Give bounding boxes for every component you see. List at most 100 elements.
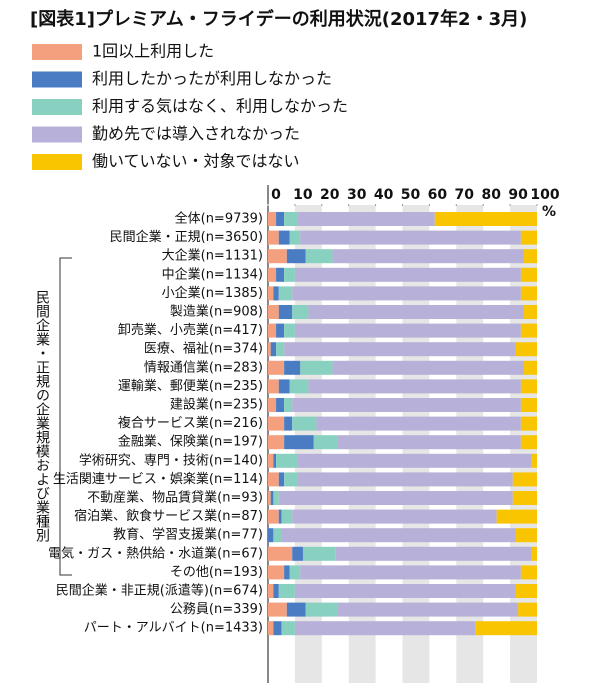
- bar-segment: [286, 602, 306, 617]
- bar-segment: [515, 342, 537, 357]
- bar-segment: [518, 602, 537, 617]
- bar-segment: [268, 267, 277, 282]
- bar-segment: [300, 360, 333, 375]
- bar-segment: [531, 546, 537, 561]
- bar-segment: [512, 491, 537, 505]
- bar-segment: [268, 565, 285, 580]
- bar-segment: [292, 416, 317, 431]
- x-tick-label: 90: [508, 187, 528, 203]
- category-label: 不動産業、物品賃貸業(n=93): [87, 490, 263, 506]
- bar-segment: [520, 435, 537, 450]
- legend-label: 利用したかったが利用しなかった: [92, 69, 332, 88]
- group-bracket: [59, 257, 72, 576]
- bar-segment: [496, 509, 537, 524]
- bar-segment: [302, 546, 336, 561]
- x-tick-label: 10: [293, 187, 313, 203]
- bar-segment: [268, 323, 277, 338]
- legend-swatch: [32, 44, 82, 60]
- bar-segment: [268, 435, 285, 450]
- bar-segment: [294, 621, 476, 636]
- category-label: 卸売業、小売業(n=417): [118, 322, 263, 338]
- bar-segment: [276, 267, 285, 282]
- legend-swatch: [32, 71, 82, 88]
- bar-segment: [292, 286, 521, 301]
- bar-segment: [515, 584, 537, 598]
- bar-segment: [268, 621, 274, 636]
- bar-segment: [268, 453, 274, 468]
- bar-segment: [268, 305, 279, 319]
- bar-segment: [276, 323, 285, 338]
- bar-segment: [523, 305, 537, 319]
- bar-segment: [512, 472, 537, 487]
- bar-segment: [300, 565, 521, 580]
- category-label: 中企業(n=1134): [162, 266, 263, 282]
- x-tick-label: 60: [428, 187, 448, 203]
- bar-segment: [292, 305, 309, 319]
- bar-segment: [268, 416, 285, 431]
- bar-segment: [531, 453, 537, 468]
- bar-segment: [268, 249, 287, 264]
- group-label: 民間企業・正規の企業規模および業種別: [34, 290, 50, 543]
- bar-segment: [294, 323, 521, 338]
- bar-segment: [273, 491, 279, 505]
- bar-segment: [289, 565, 301, 580]
- x-tick-label: 40: [374, 187, 394, 203]
- bar-segment: [278, 379, 290, 394]
- bar-segment: [475, 621, 537, 636]
- bar-segment: [276, 398, 285, 412]
- legend-swatch: [32, 126, 82, 143]
- category-label: 学術研究、専門・技術(n=140): [79, 452, 263, 468]
- bar-segment: [273, 528, 282, 543]
- bar-segment: [268, 472, 279, 487]
- bar-segment: [305, 249, 333, 264]
- x-tick-label: 0: [271, 187, 281, 203]
- category-label: 医療、福祉(n=374): [144, 342, 263, 357]
- bar-segment: [337, 602, 519, 617]
- category-label: 製造業(n=908): [170, 304, 263, 320]
- category-label: その他(n=193): [170, 565, 263, 580]
- legend-label: 勤め先では導入されなかった: [92, 124, 300, 143]
- bar-segment: [297, 472, 513, 487]
- bar-segment: [297, 212, 435, 226]
- bar-segment: [278, 472, 285, 487]
- category-label: 生活関連サービス・娯楽業(n=114): [53, 471, 263, 487]
- bar-segment: [268, 602, 287, 617]
- bar-segment: [286, 249, 306, 264]
- bar-segment: [284, 472, 298, 487]
- bar-segment: [268, 342, 271, 357]
- category-label: 金融業、保険業(n=197): [118, 434, 263, 450]
- bar-segment: [268, 398, 277, 412]
- bar-segment: [284, 398, 293, 412]
- bar-segment: [520, 323, 537, 338]
- bar-segment: [337, 435, 521, 450]
- bar-segment: [332, 360, 524, 375]
- bar-segment: [284, 416, 293, 431]
- bar-segment: [515, 528, 537, 543]
- legend-label: 1回以上利用した: [92, 42, 214, 61]
- x-tick-label: 100: [530, 187, 559, 203]
- bar-segment: [270, 491, 274, 505]
- bar-segment: [278, 584, 295, 598]
- bar-segment: [278, 509, 282, 524]
- x-tick-label: 80: [481, 187, 501, 203]
- bar-segment: [276, 453, 298, 468]
- chart-title: [図表1]プレミアム・フライデーの利用状況(2017年2・3月): [30, 8, 527, 30]
- bar-segment: [520, 565, 537, 580]
- bar-segment: [313, 435, 338, 450]
- bar-segment: [300, 230, 521, 245]
- bar-segment: [292, 509, 497, 524]
- category-label: 教育、学習支援業(n=77): [113, 527, 263, 543]
- bar-segment: [276, 342, 285, 357]
- category-label: 宿泊業、飲食サービス業(n=87): [74, 508, 263, 524]
- category-label: 民間企業・正規(n=3650): [110, 229, 263, 245]
- bar-segment: [289, 230, 301, 245]
- bar-segment: [273, 584, 279, 598]
- bar-segment: [273, 453, 277, 468]
- category-label: 建設業(n=235): [170, 397, 263, 413]
- bar-segment: [294, 267, 521, 282]
- bar-segment: [284, 267, 295, 282]
- bar-segment: [268, 546, 293, 561]
- legend-label: 働いていない・対象ではない: [92, 152, 300, 171]
- bar-segment: [284, 342, 516, 357]
